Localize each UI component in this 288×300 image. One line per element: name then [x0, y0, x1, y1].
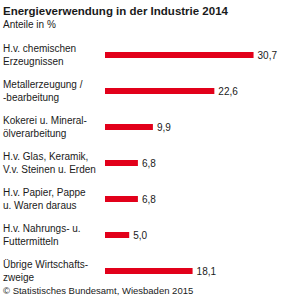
- bar: [105, 196, 138, 202]
- subtitle: Anteile in %: [3, 19, 56, 30]
- data-label: 30,7: [258, 50, 278, 61]
- labels: H.v. chemischenErzeugnissen 30,7 Metallerz…: [3, 43, 277, 283]
- source: © Statistisches Bundesamt, Wiesbaden 201…: [3, 285, 193, 296]
- data-label: 9,9: [157, 122, 171, 133]
- category-label: H.v. Glas, Keramik,V.v. Steinen u. Erden: [3, 151, 96, 175]
- bar: [105, 124, 153, 130]
- category-label: Kokerei u. Mineral-ölverarbeitung: [3, 115, 87, 139]
- bars: [105, 52, 254, 274]
- data-label: 6,8: [142, 194, 156, 205]
- bar: [105, 160, 138, 166]
- data-label: 5,0: [133, 230, 147, 241]
- bar: [105, 88, 214, 94]
- chart: Energieverwendung in der Industrie 2014 A…: [0, 0, 288, 300]
- data-label: 22,6: [218, 86, 238, 97]
- category-label: Übrige Wirtschafts-zweige: [3, 259, 88, 283]
- data-label: 18,1: [197, 266, 217, 277]
- category-label: Metallerzeugung /-bearbeitung: [3, 79, 83, 103]
- bar: [105, 52, 254, 58]
- category-label: H.v. Nahrungs- u.Futtermitteln: [3, 223, 81, 247]
- bar: [105, 268, 193, 274]
- data-label: 6,8: [142, 158, 156, 169]
- title: Energieverwendung in der Industrie 2014: [3, 5, 229, 17]
- category-label: H.v. Papier, Pappeu. Waren daraus: [3, 187, 86, 211]
- bar: [105, 232, 129, 238]
- category-label: H.v. chemischenErzeugnissen: [3, 43, 76, 67]
